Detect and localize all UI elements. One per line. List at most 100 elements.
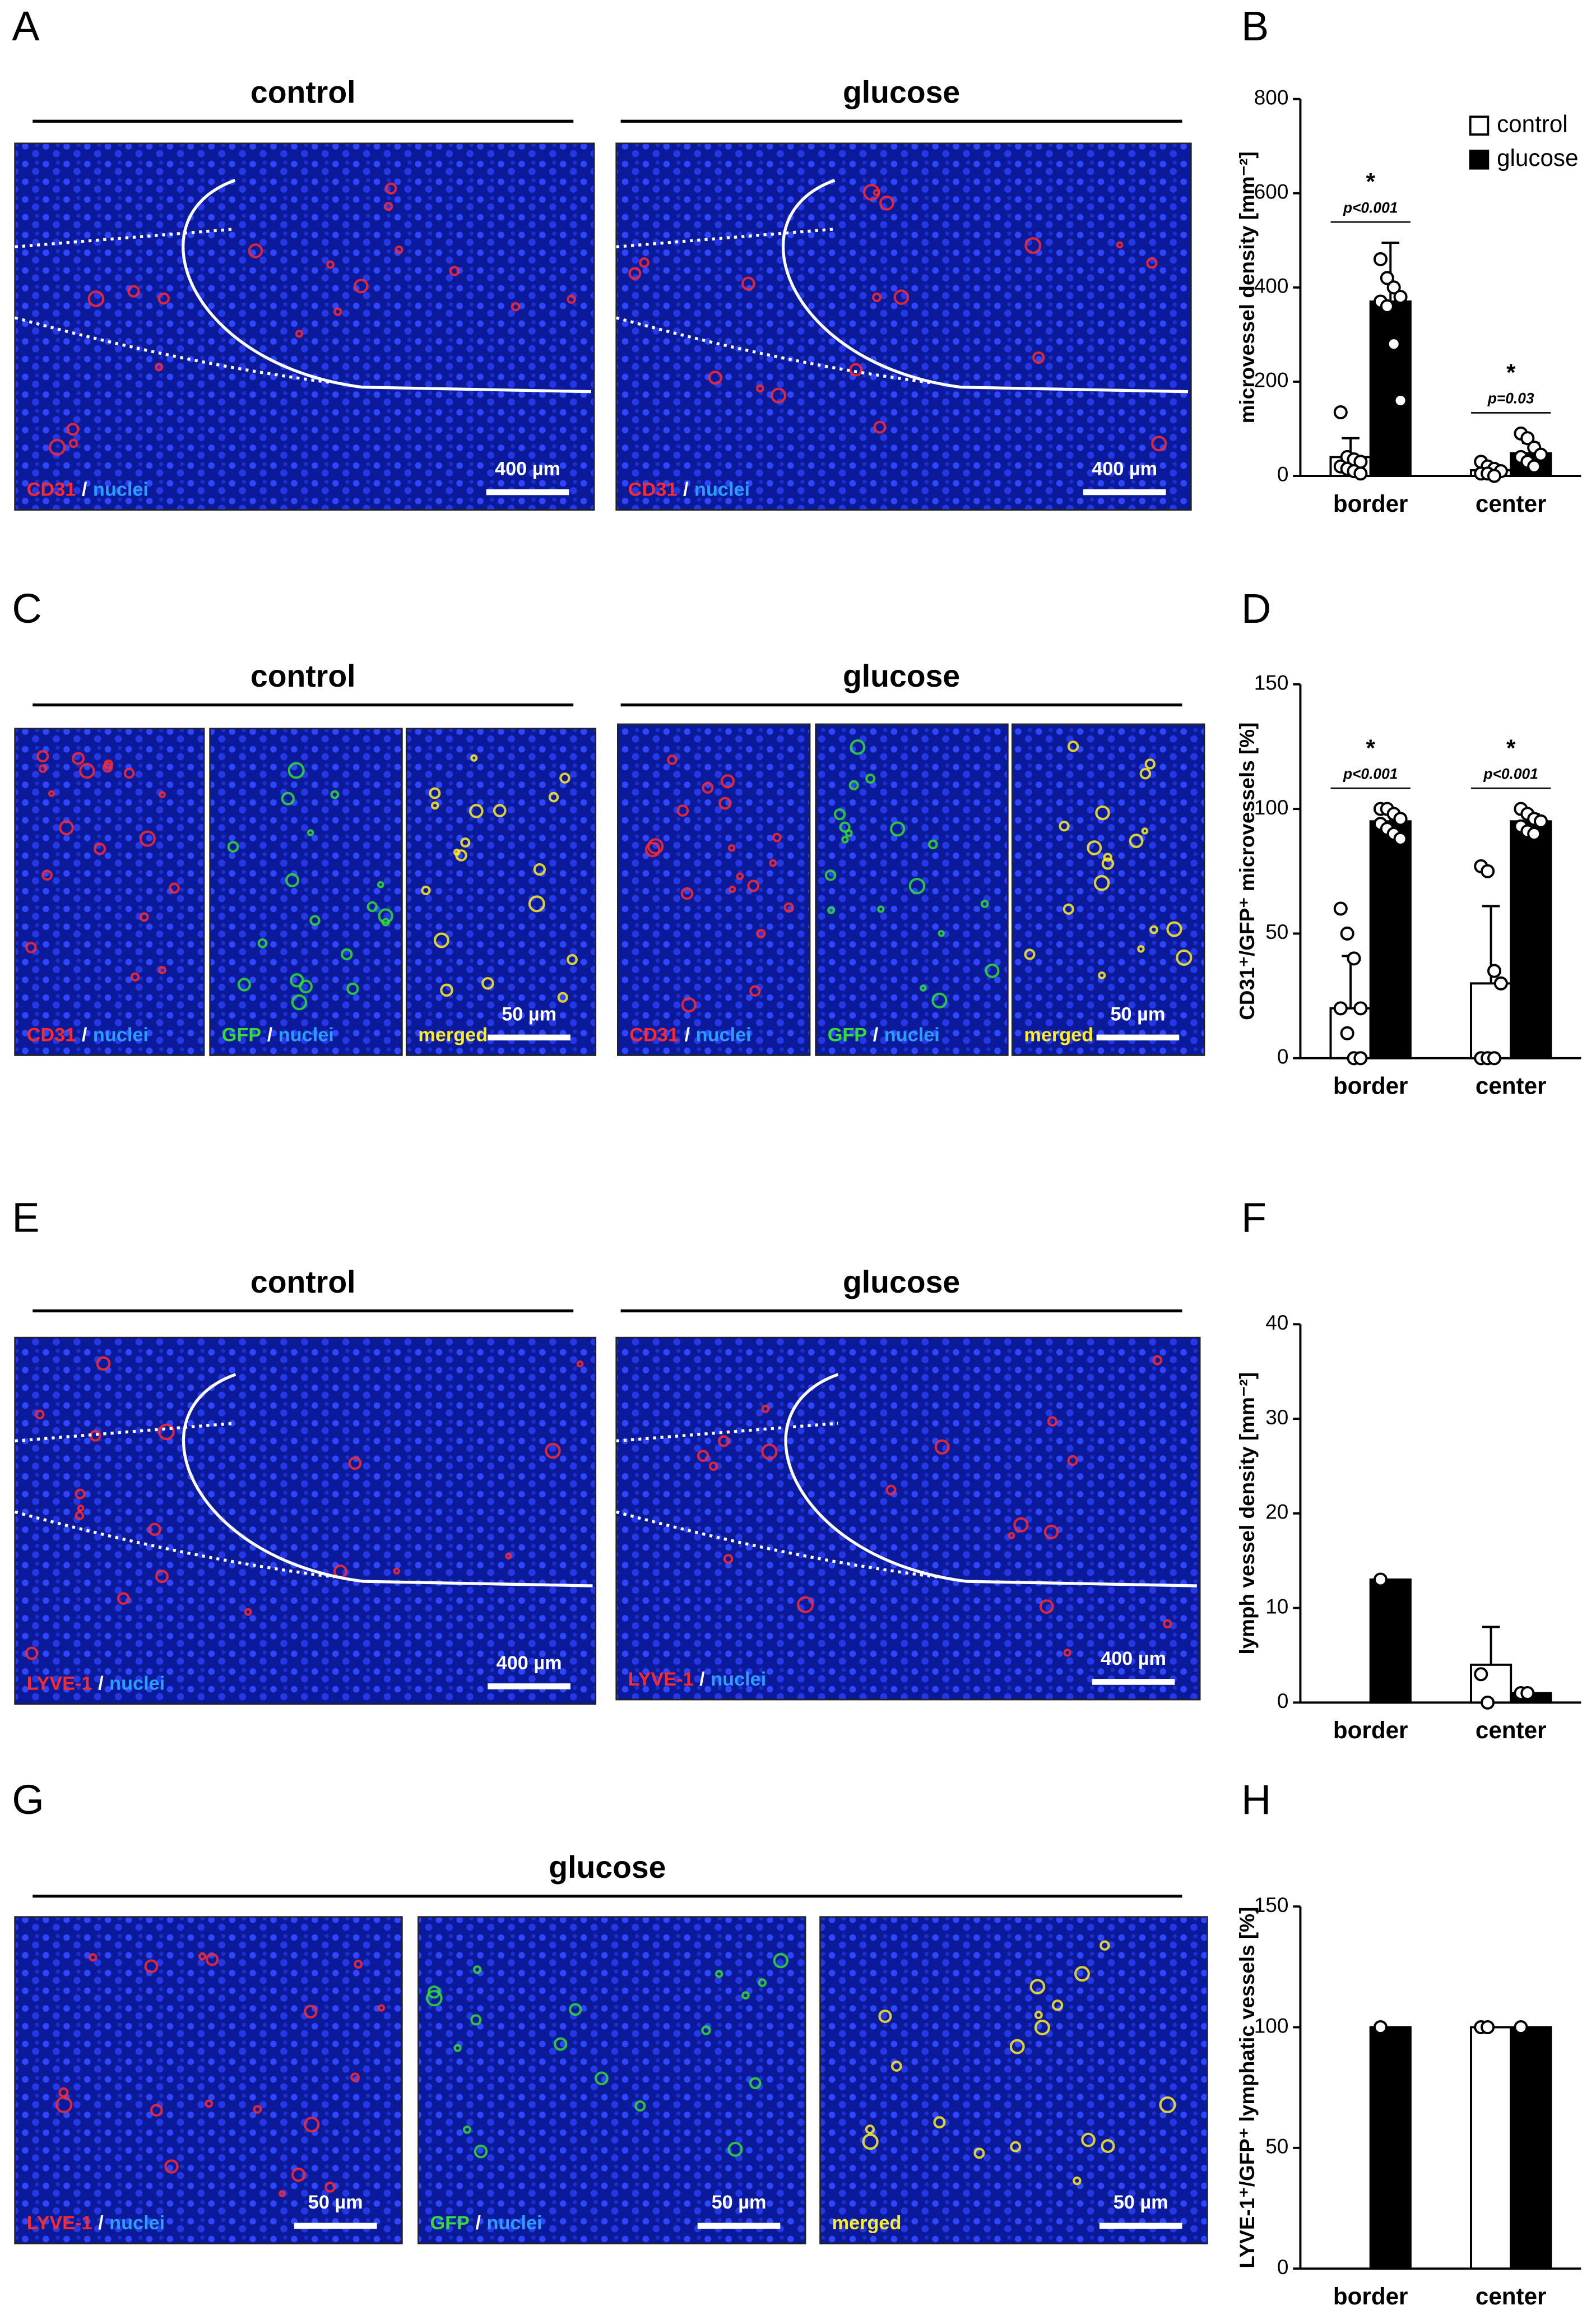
vessel-signal [1008, 1531, 1015, 1539]
micrograph [615, 1336, 1201, 1701]
vessel-signal [850, 739, 866, 755]
vessel-signal [1101, 2139, 1115, 2154]
vessel-signal [333, 307, 342, 316]
vessel-signal [676, 804, 689, 817]
data-point [1527, 459, 1542, 474]
vessel-signal [155, 1570, 169, 1584]
stain-part: / [82, 479, 87, 500]
stain-label: LYVE-1 /nuclei [27, 1673, 165, 1695]
scale-label: 50 µm [712, 2192, 767, 2213]
vessel-signal [433, 932, 449, 948]
data-point [1393, 393, 1408, 408]
vessel-signal [395, 245, 403, 254]
vessel-signal [1073, 2176, 1082, 2186]
x-tick-label: center [1476, 2283, 1547, 2309]
scale-label: 50 µm [1110, 1003, 1165, 1025]
x-tick-label: border [1333, 490, 1408, 517]
vessel-signal [366, 901, 378, 913]
vessel-signal [94, 842, 106, 855]
micrograph [819, 1916, 1208, 2244]
vessel-signal [761, 1404, 770, 1413]
data-point [1481, 1695, 1495, 1710]
stain-part: merged [1024, 1024, 1093, 1045]
vessel-signal [554, 2037, 568, 2051]
vessel-signal [460, 837, 471, 848]
vessel-signal [1099, 1940, 1110, 1951]
vessel-signal [429, 787, 441, 799]
vessel-signal [279, 2190, 286, 2197]
vessel-signal [77, 1504, 85, 1512]
stain-part: / [475, 2212, 481, 2234]
vessel-signal [123, 767, 135, 779]
stain-label: merged [418, 1024, 488, 1045]
vessel-signal [1152, 1355, 1163, 1365]
vessel-signal [169, 882, 180, 894]
vessel-signal [715, 1970, 723, 1978]
vessel-signal [248, 243, 263, 258]
vessel-signal [1029, 1979, 1046, 1995]
vessel-signal [528, 895, 545, 913]
vessel-signal [385, 182, 397, 195]
vessel-signal [148, 1522, 161, 1536]
vessel-signal [59, 820, 74, 836]
x-tick-label: border [1333, 1073, 1408, 1099]
vessel-signal [879, 195, 894, 211]
micrograph [14, 142, 595, 511]
vessel-signal [667, 754, 678, 765]
micrograph [14, 1916, 403, 2244]
vessel-signal [36, 750, 49, 763]
y-axis-label: lymph vessel density [mm⁻²] [1236, 1372, 1259, 1655]
vessel-signal [505, 1552, 512, 1560]
data-point [1333, 901, 1348, 916]
data-point [1487, 964, 1502, 978]
vessel-signal [938, 930, 945, 937]
tissue-border-dotted [14, 1422, 335, 1578]
data-point [1393, 831, 1408, 846]
tissue-border [182, 179, 591, 394]
stain-part: nuclei [711, 1669, 766, 1690]
vessel-signal [1141, 827, 1149, 835]
vessel-signal [567, 953, 578, 965]
stain-part: nuclei [93, 1024, 149, 1045]
vessel-signal [426, 1989, 443, 2007]
vessel-signal [727, 844, 736, 852]
data-point [1393, 812, 1408, 826]
scale-label: 400 µm [497, 1652, 562, 1674]
panel-letter: C [12, 585, 41, 632]
vessel-signal [1163, 1619, 1172, 1628]
vessel-signal [158, 1423, 175, 1441]
vessel-signal [253, 2105, 262, 2114]
vessel-signal [393, 1567, 400, 1575]
stain-part: LYVE-1 [628, 1669, 694, 1690]
data-point [1481, 864, 1495, 878]
vessel-signal [595, 2071, 609, 2086]
vessel-signal [931, 992, 948, 1009]
vessel-signal [421, 885, 431, 896]
vessel-signal [873, 420, 887, 434]
vessel-signal [559, 772, 570, 784]
y-tick-label: 20 [1265, 1501, 1288, 1524]
significance-mark: * [1506, 359, 1516, 386]
panel-letter: E [12, 1194, 39, 1240]
x-tick-label: border [1333, 2283, 1408, 2309]
vessel-signal [680, 887, 694, 900]
vessel-signal [1095, 805, 1110, 821]
data-point [1481, 2020, 1495, 2035]
vessel-signal [1137, 945, 1145, 953]
vessel-signal [346, 982, 359, 995]
legend-label: control [1497, 110, 1568, 137]
panel-letter: F [1241, 1194, 1266, 1240]
tissue-border-dotted [616, 1422, 938, 1578]
vessel-signal [893, 289, 910, 305]
vessel-signal [908, 877, 926, 895]
vessel-signal [157, 292, 170, 305]
stain-part: / [98, 1673, 104, 1695]
vessel-signal [741, 1991, 750, 2000]
error-bar [1482, 1626, 1500, 1665]
vessel-signal [569, 2003, 582, 2016]
bar [1469, 982, 1513, 1059]
tissue-border [781, 179, 1189, 394]
scale-label: 400 µm [1101, 1648, 1166, 1669]
scale-label: 50 µm [308, 2192, 363, 2213]
vessel-signal [824, 869, 837, 881]
